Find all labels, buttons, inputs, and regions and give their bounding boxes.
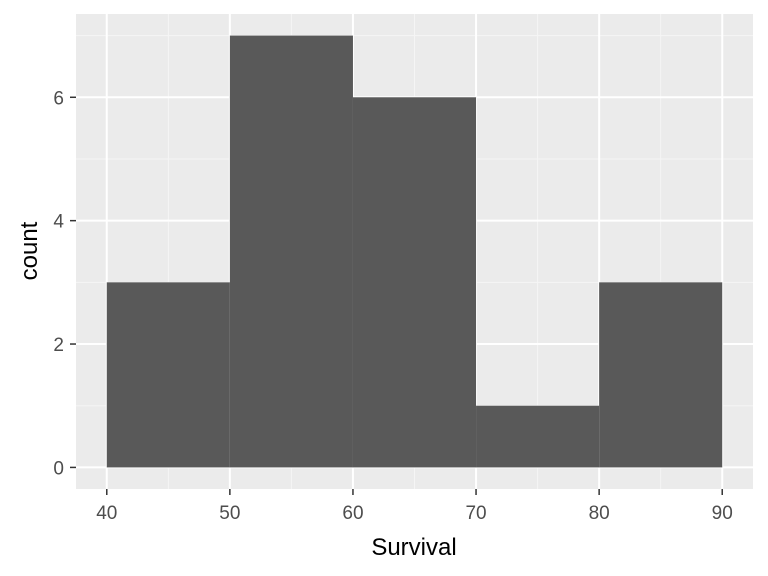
histogram-bar (476, 405, 600, 468)
x-tick-label: 60 (342, 503, 363, 524)
histogram-bar (229, 35, 353, 468)
x-axis: 40 50 60 70 80 90 (96, 489, 733, 524)
y-axis: 0 2 4 6 (53, 88, 76, 479)
x-tick-label: 90 (712, 503, 733, 524)
y-tick-label: 2 (53, 335, 64, 356)
x-tick-label: 50 (219, 503, 240, 524)
y-axis-title: count (16, 221, 43, 280)
y-tick-label: 4 (53, 212, 64, 233)
histogram-bars (106, 35, 723, 468)
x-axis-title: Survival (371, 534, 456, 561)
y-tick-label: 0 (53, 458, 64, 479)
x-tick-label: 70 (465, 503, 486, 524)
histogram-bar (352, 97, 477, 468)
histogram-bar (599, 282, 723, 468)
x-tick-label: 40 (96, 503, 117, 524)
histogram-bar (106, 282, 230, 468)
y-tick-label: 6 (53, 88, 64, 109)
x-tick-label: 80 (589, 503, 610, 524)
